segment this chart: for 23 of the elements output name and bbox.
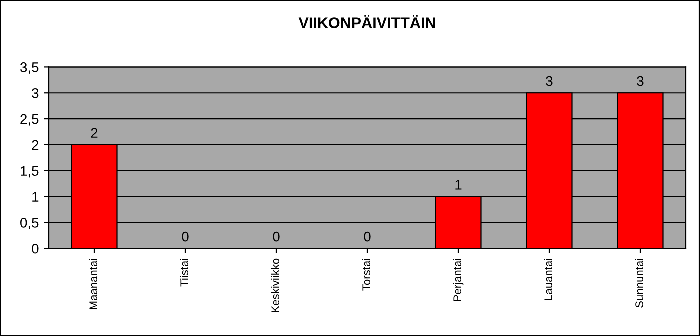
y-tick-label: 1,5 (21, 166, 39, 178)
x-tick-label: Sunnuntai (635, 259, 644, 308)
y-tick-label: 3,5 (20, 62, 39, 74)
chart-title: VIIKONPÄIVITTÄIN (298, 15, 436, 28)
x-tick-label: Keskiviikko (271, 258, 280, 312)
data-label: 1 (456, 180, 462, 190)
x-tick-label: Tiistai (180, 259, 188, 287)
y-tick-label: 3 (32, 88, 39, 98)
data-label: 3 (637, 76, 644, 86)
data-label: 3 (546, 76, 553, 86)
y-tick-label: 2,5 (20, 114, 39, 126)
x-tick-label: Lauantai (544, 259, 552, 300)
y-tick-label: 0,5 (20, 218, 39, 230)
y-tick-label: 2 (32, 140, 39, 150)
data-label: 0 (273, 232, 280, 242)
data-label: 2 (91, 128, 98, 138)
y-tick-label: 1 (32, 192, 39, 202)
x-tick-label: Perjantai (453, 259, 464, 302)
data-label: 0 (182, 232, 189, 242)
x-tick-label: Maanantai (89, 259, 98, 310)
data-label: 0 (364, 232, 371, 242)
x-tick-label: Torstai (362, 259, 370, 291)
y-tick-label: 0 (32, 244, 39, 254)
